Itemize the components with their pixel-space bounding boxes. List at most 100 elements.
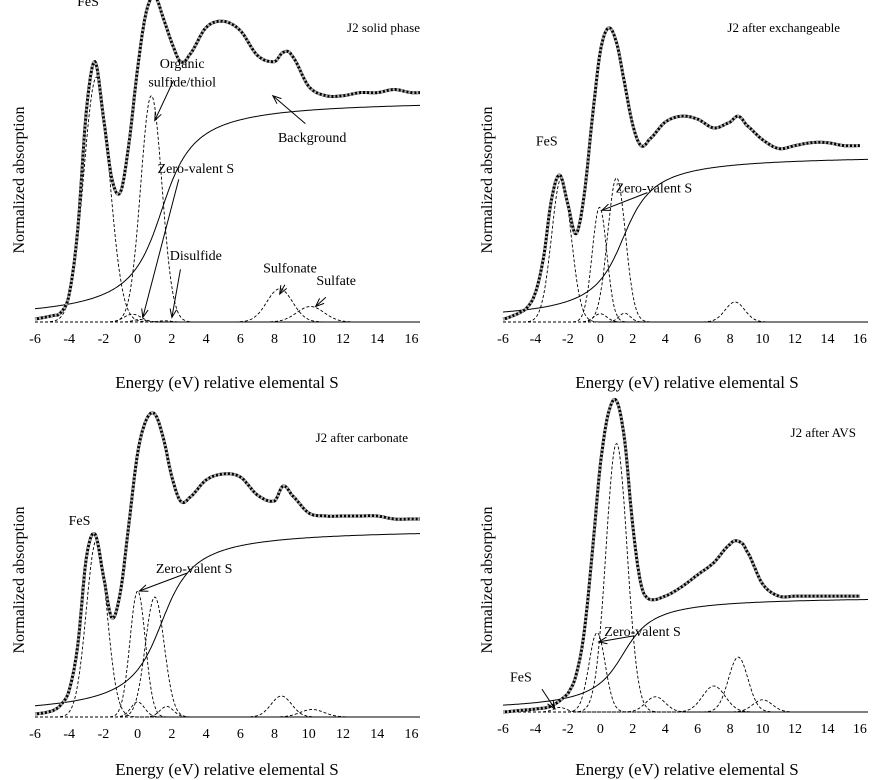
- background-curve: [34, 533, 420, 707]
- x-tick-label: 16: [404, 727, 418, 742]
- annotation-label: Background: [278, 131, 346, 146]
- component-peak: [503, 177, 868, 323]
- x-tick-label: 14: [370, 727, 384, 742]
- measured-spectrum: [502, 397, 861, 714]
- annotation-label: Sulfate: [316, 274, 356, 289]
- fitted-spectrum: [503, 398, 860, 714]
- panel-after-avs: J2 after AVS Normalized absorption Energ…: [479, 397, 868, 779]
- x-tick-label: -6: [497, 722, 509, 737]
- background-curve: [34, 104, 420, 310]
- annotations: FeS Zero-valent S: [536, 135, 692, 211]
- x-tick-label: -4: [63, 727, 75, 742]
- x-tick-label: 2: [168, 727, 175, 742]
- x-tick-label: -4: [530, 332, 542, 347]
- x-tick-label: 14: [820, 722, 834, 737]
- x-tick-label: -4: [63, 332, 75, 347]
- x-tick-label: 16: [853, 722, 867, 737]
- curves: [502, 26, 868, 323]
- component-peak: [503, 696, 868, 713]
- background-curve: [503, 599, 868, 706]
- measured-spectrum: [34, 0, 421, 321]
- fitted-spectrum: [34, 411, 420, 716]
- annotation-arrow: [169, 269, 181, 319]
- x-tick-label: 8: [727, 722, 734, 737]
- x-tick-labels: -6 -4 -2 0 2 4 6 8 10 12 14 16: [29, 332, 418, 347]
- curves: [502, 397, 868, 714]
- x-tick-label: 8: [727, 332, 734, 347]
- x-tick-label: 6: [237, 332, 244, 347]
- y-axis-label: Normalized absorption: [11, 506, 28, 653]
- annotation-arrow: [279, 284, 288, 296]
- annotation-label: sulfide/thiol: [148, 75, 216, 90]
- x-tick-label: 10: [302, 727, 316, 742]
- panel-title: J2 after carbonate: [316, 430, 409, 445]
- component-peak: [503, 301, 868, 323]
- component-peak: [503, 685, 868, 713]
- annotation-arrow: [138, 572, 188, 592]
- component-peak: [35, 709, 420, 718]
- annotation-label: FeS: [77, 0, 99, 10]
- annotation-label: Zero-valent S: [156, 562, 233, 577]
- fitted-spectrum: [502, 26, 860, 321]
- x-tick-label: -6: [29, 332, 41, 347]
- curves: [34, 0, 421, 323]
- annotation-label: Zero-valent S: [616, 182, 693, 197]
- measured-spectrum: [502, 26, 861, 321]
- x-tick-labels: -6 -4 -2 0 2 4 6 8 10 12 14 16: [497, 722, 867, 737]
- annotation-arrow: [597, 635, 635, 645]
- panel-solid-phase: J2 solid phase Normalized absorption Ene…: [11, 0, 421, 392]
- component-peak: [35, 306, 420, 323]
- x-tick-label: -6: [29, 727, 41, 742]
- component-peak: [35, 695, 420, 718]
- component-peak: [35, 76, 420, 323]
- annotation-label: Disulfide: [170, 249, 222, 264]
- component-peak: [503, 312, 868, 323]
- annotation-arrow: [141, 179, 180, 319]
- x-tick-label: 6: [237, 727, 244, 742]
- x-tick-label: 2: [629, 332, 636, 347]
- x-tick-label: 12: [336, 332, 350, 347]
- x-tick-label: 14: [370, 332, 384, 347]
- component-peak: [35, 706, 420, 718]
- x-tick-label: 6: [694, 332, 701, 347]
- annotations: FeS Zero-valent S: [69, 514, 233, 592]
- annotation-arrow: [541, 688, 556, 711]
- x-tick-label: 0: [134, 727, 141, 742]
- x-tick-label: 14: [820, 332, 834, 347]
- component-peak: [503, 699, 868, 713]
- x-tick-label: 8: [271, 332, 278, 347]
- component-peak: [35, 95, 420, 323]
- annotation-arrow: [600, 192, 648, 211]
- component-peak: [35, 288, 420, 323]
- x-tick-label: 4: [662, 722, 669, 737]
- x-tick-label: 2: [629, 722, 636, 737]
- x-tick-label: -4: [530, 722, 542, 737]
- component-peak: [35, 590, 420, 718]
- panel-after-carbonate: J2 after carbonate Normalized absorption…: [11, 411, 421, 779]
- component-peak: [35, 701, 420, 718]
- y-axis-label: Normalized absorption: [11, 106, 28, 253]
- x-tick-label: 6: [694, 722, 701, 737]
- panel-title: J2 after AVS: [791, 425, 856, 440]
- x-tick-label: 16: [404, 332, 418, 347]
- x-tick-label: 0: [134, 332, 141, 347]
- y-axis-label: Normalized absorption: [479, 506, 496, 653]
- annotation-arrow: [154, 79, 175, 122]
- component-peak: [35, 596, 420, 718]
- x-tick-label: 2: [168, 332, 175, 347]
- component-peak: [503, 206, 868, 323]
- annotation-label: FeS: [510, 671, 532, 686]
- x-tick-label: 0: [597, 332, 604, 347]
- component-peak: [503, 177, 868, 323]
- annotations: FeS Zero-valent S: [510, 625, 681, 711]
- x-tick-label: 4: [203, 332, 210, 347]
- panel-title: J2 after exchangeable: [727, 20, 840, 35]
- annotation-label: Organic: [160, 57, 205, 72]
- x-tick-label: -2: [562, 332, 574, 347]
- x-tick-label: 10: [756, 332, 770, 347]
- annotation-label: Zero-valent S: [158, 162, 235, 177]
- annotation-arrow: [271, 94, 306, 124]
- x-tick-label: -6: [497, 332, 509, 347]
- annotation-label: Zero-valent S: [604, 625, 681, 640]
